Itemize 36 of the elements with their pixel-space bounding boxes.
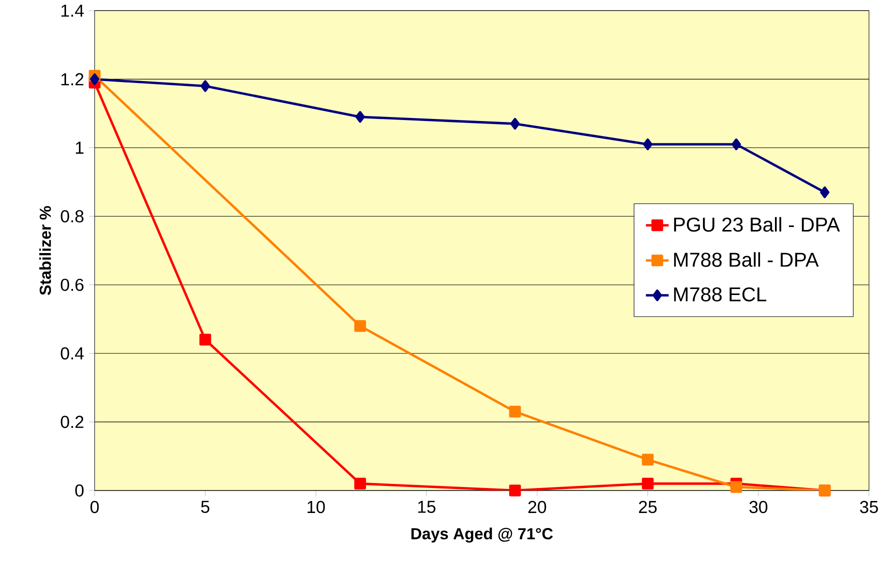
x-tick-label: 10 [308,500,325,514]
y-tick-label: 0.6 [60,278,84,291]
x-axis-title: Days Aged @ 71°C [411,528,553,543]
point [354,320,366,332]
x-tick-label: 35 [860,500,878,514]
point [643,138,652,150]
y-tick-label: 1.4 [61,4,84,17]
y-tick-label: 1.2 [61,73,84,86]
point [200,80,210,92]
point [642,454,654,466]
x-tick-label: 30 [749,500,768,514]
y-tick-label: 1 [76,142,84,154]
point [730,481,742,493]
point [509,484,521,496]
point [510,118,520,130]
y-tick-label: 0.8 [60,210,84,222]
legend-label: M788 Ball - DPA [674,252,819,267]
legend-label: PGU 23 Ball - DPA [674,216,840,232]
point [509,406,521,418]
y-tick-label: 0.2 [60,416,84,428]
x-tick-label: 25 [639,500,657,514]
x-tick-label: 5 [201,500,210,513]
y-tick-label: 0 [75,484,84,497]
legend-label: M788 ECL [674,287,766,302]
point [732,138,741,150]
point [642,478,654,490]
point [354,478,366,490]
x-tick-label: 15 [418,500,436,513]
x-tick-label: 20 [528,500,546,514]
point [355,110,365,123]
point [820,186,830,198]
x-tick-label: 0 [90,500,99,514]
y-axis-title: Stabilizer % [39,206,51,295]
y-tick-label: 0.4 [60,347,84,360]
point [199,334,212,346]
point [90,73,100,86]
